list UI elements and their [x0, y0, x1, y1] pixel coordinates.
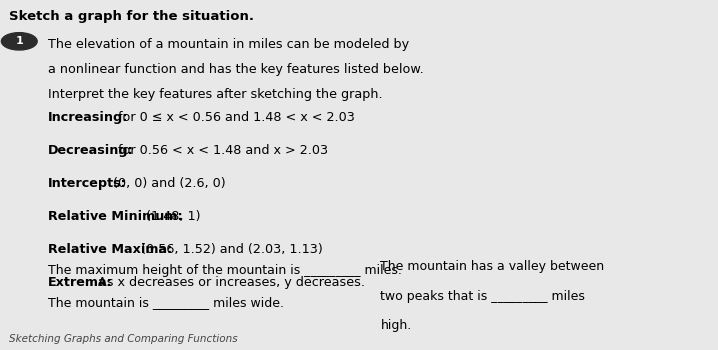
Text: The mountain is _________ miles wide.: The mountain is _________ miles wide. [48, 296, 284, 309]
Text: 1: 1 [15, 36, 23, 46]
Text: high.: high. [381, 319, 411, 332]
Circle shape [1, 33, 37, 50]
Text: Relative Minimum:: Relative Minimum: [48, 210, 182, 223]
Text: Decreasing:: Decreasing: [48, 144, 134, 157]
Text: Sketch a graph for the situation.: Sketch a graph for the situation. [9, 10, 253, 23]
Text: The mountain has a valley between: The mountain has a valley between [381, 260, 605, 273]
Text: (0, 0) and (2.6, 0): (0, 0) and (2.6, 0) [109, 177, 226, 190]
Text: Extrema:: Extrema: [48, 276, 113, 289]
Text: The maximum height of the mountain is _________ miles.: The maximum height of the mountain is __… [48, 264, 402, 276]
Text: Relative Maxima:: Relative Maxima: [48, 243, 172, 256]
Text: two peaks that is _________ miles: two peaks that is _________ miles [381, 289, 585, 303]
Text: As x decreases or increases, y decreases.: As x decreases or increases, y decreases… [94, 276, 365, 289]
Text: for 0 ≤ x < 0.56 and 1.48 < x < 2.03: for 0 ≤ x < 0.56 and 1.48 < x < 2.03 [113, 111, 355, 124]
Text: The elevation of a mountain in miles can be modeled by: The elevation of a mountain in miles can… [48, 38, 409, 51]
Text: Increasing:: Increasing: [48, 111, 129, 124]
Text: Interpret the key features after sketching the graph.: Interpret the key features after sketchi… [48, 88, 383, 101]
Text: a nonlinear function and has the key features listed below.: a nonlinear function and has the key fea… [48, 63, 424, 76]
Text: (0.56, 1.52) and (2.03, 1.13): (0.56, 1.52) and (2.03, 1.13) [136, 243, 322, 256]
Text: Intercepts:: Intercepts: [48, 177, 126, 190]
Text: for 0.56 < x < 1.48 and x > 2.03: for 0.56 < x < 1.48 and x > 2.03 [113, 144, 328, 157]
Text: Sketching Graphs and Comparing Functions: Sketching Graphs and Comparing Functions [9, 335, 237, 344]
Text: (1.48, 1): (1.48, 1) [142, 210, 201, 223]
